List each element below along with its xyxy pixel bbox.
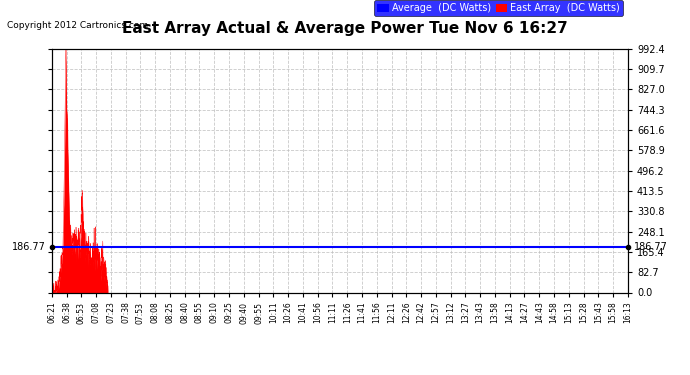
Text: East Array Actual & Average Power Tue Nov 6 16:27: East Array Actual & Average Power Tue No…: [122, 21, 568, 36]
Text: 186.77: 186.77: [12, 242, 46, 252]
Legend: Average  (DC Watts), East Array  (DC Watts): Average (DC Watts), East Array (DC Watts…: [374, 0, 623, 16]
Text: Copyright 2012 Cartronics.com: Copyright 2012 Cartronics.com: [7, 21, 148, 30]
Text: 186.77: 186.77: [633, 242, 667, 252]
